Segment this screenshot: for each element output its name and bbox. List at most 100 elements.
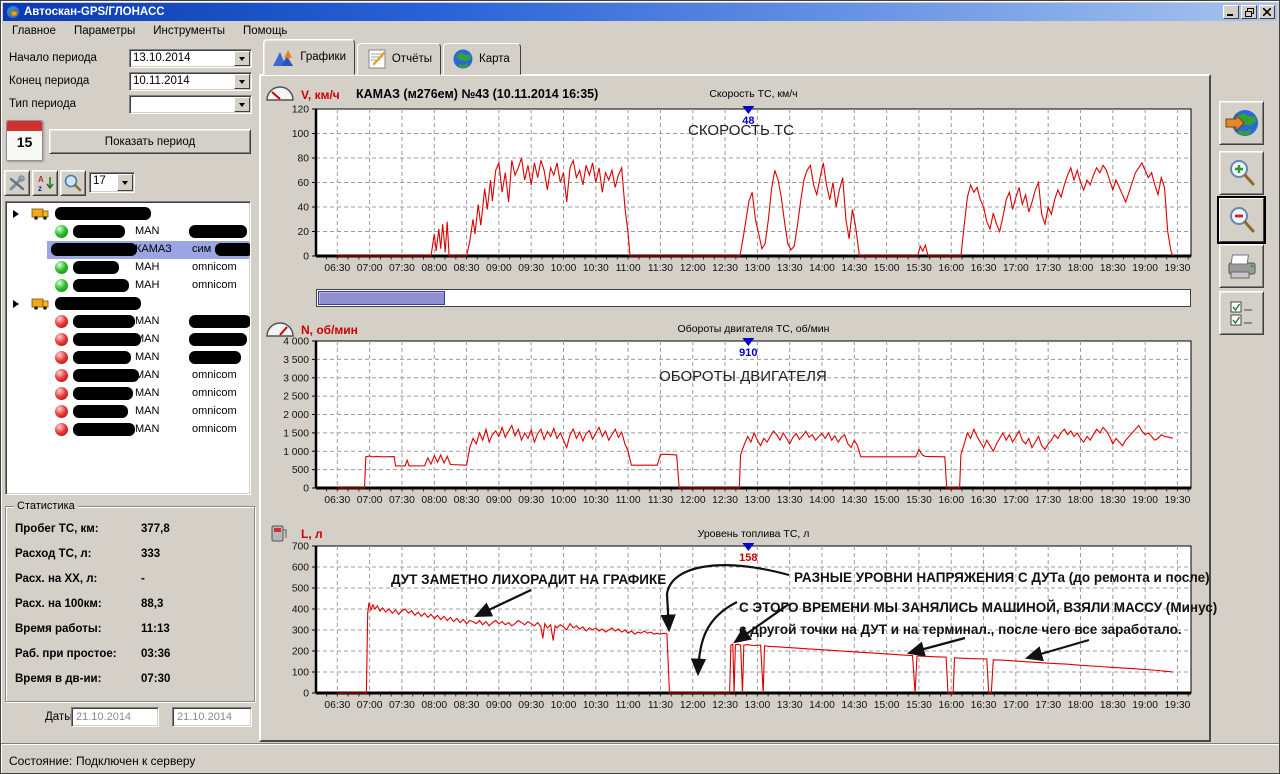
x-axis-label: 09:30: [518, 700, 544, 711]
vehicle-row[interactable]: МАНomnicom: [7, 259, 249, 277]
x-axis-label: 09:30: [518, 495, 544, 506]
x-axis-label: 17:00: [1003, 495, 1029, 506]
vehicle-terminal: сим: [192, 243, 211, 255]
expand-arrow-icon[interactable]: [13, 300, 23, 308]
chart-horizontal-scrollbar[interactable]: [316, 289, 1191, 307]
fuel-chart-label: Уровень топлива ТС, л: [316, 528, 1191, 540]
x-axis-label: 10:00: [551, 263, 577, 274]
zoom-out-button[interactable]: [1219, 198, 1264, 242]
vehicle-row[interactable]: MAN: [7, 223, 249, 241]
menu-tools[interactable]: Инструменты: [144, 23, 234, 39]
tab-charts[interactable]: Графики: [263, 39, 355, 75]
redacted-vehicle-name: [73, 351, 131, 364]
x-axis-label: 18:00: [1068, 495, 1094, 506]
redacted-vehicle-name: [73, 369, 139, 382]
vehicle-row[interactable]: MANomnicom: [7, 367, 249, 385]
vehicle-row[interactable]: MAN: [7, 349, 249, 367]
redacted-vehicle-name: [73, 225, 125, 238]
vehicle-terminal: omnicom: [192, 279, 237, 291]
x-axis-label: 11:30: [648, 495, 673, 506]
x-axis-label: 19:00: [1132, 495, 1158, 506]
x-axis-label: 16:00: [938, 495, 964, 506]
vehicle-model: КАМАЗ: [135, 243, 172, 255]
sort-az-icon: A z: [35, 173, 55, 193]
x-axis-label: 14:00: [809, 263, 835, 274]
restore-button[interactable]: [1241, 5, 1257, 19]
y-axis-label: 300: [292, 626, 309, 637]
x-axis-label: 08:00: [421, 263, 447, 274]
tab-reports[interactable]: Отчёты: [357, 43, 441, 75]
x-axis-label: 12:00: [680, 263, 706, 274]
vehicle-row[interactable]: MAN: [7, 313, 249, 331]
redacted-vehicle-name: [73, 279, 129, 292]
sort-az-button[interactable]: A z: [32, 170, 58, 196]
report-icon: [366, 48, 387, 70]
x-axis-label: 11:30: [648, 263, 673, 274]
font-size-combo[interactable]: 17: [89, 172, 135, 193]
expand-arrow-icon[interactable]: [13, 210, 23, 218]
chevron-down-icon: [234, 51, 250, 66]
vehicle-row[interactable]: MANomnicom: [7, 403, 249, 421]
menu-help[interactable]: Помощь: [234, 23, 296, 39]
x-axis-label: 16:30: [971, 700, 997, 711]
status-value: Подключен к серверу: [76, 754, 195, 768]
stat-fuel-used-label: Расход ТС, л:: [15, 548, 92, 560]
x-axis-label: 14:30: [841, 263, 867, 274]
scrollbar-thumb[interactable]: [318, 291, 445, 305]
x-axis-label: 17:00: [1003, 700, 1029, 711]
statistics-title: Статистика: [14, 500, 78, 512]
x-axis-label: 07:30: [389, 495, 415, 506]
redacted-group-name: [55, 207, 151, 220]
date-to-field[interactable]: 21.10.2014: [172, 707, 252, 727]
menu-parameters[interactable]: Параметры: [65, 23, 144, 39]
x-axis-label: 06:30: [324, 263, 350, 274]
date-from-field[interactable]: 21.10.2014: [71, 707, 159, 727]
status-red-icon: [55, 387, 68, 400]
vehicle-row[interactable]: МАНomnicom: [7, 277, 249, 295]
report-options-button[interactable]: [1219, 291, 1264, 335]
minimize-button[interactable]: [1223, 5, 1239, 19]
y-axis-label: 1 000: [283, 447, 309, 458]
y-axis-label: 0: [303, 689, 309, 700]
period-start-combo[interactable]: 13.10.2014: [129, 49, 252, 68]
period-type-combo[interactable]: [129, 95, 252, 114]
x-axis-label: 07:00: [357, 263, 383, 274]
vehicle-model: MAN: [135, 225, 159, 237]
vehicle-row[interactable]: MANomnicom: [7, 421, 249, 439]
tachometer-icon: [265, 321, 295, 338]
period-end-combo[interactable]: 10.11.2014: [129, 72, 252, 91]
print-button[interactable]: [1219, 244, 1264, 288]
vehicle-row[interactable]: MANomnicom: [7, 385, 249, 403]
redacted-terminal: [189, 315, 251, 328]
x-axis-label: 12:30: [712, 700, 738, 711]
search-icon: [63, 173, 83, 193]
menu-main[interactable]: Главное: [3, 23, 65, 39]
settings-tools-button[interactable]: [4, 170, 30, 196]
tab-map[interactable]: Карта: [443, 43, 521, 75]
x-axis-label: 13:30: [777, 263, 803, 274]
x-axis-label: 18:30: [1100, 263, 1126, 274]
tree-group-row[interactable]: [7, 205, 249, 223]
x-axis-label: 17:30: [1035, 263, 1061, 274]
x-axis-label: 13:30: [777, 495, 803, 506]
vehicle-row[interactable]: КАМАЗ сим: [7, 241, 249, 259]
x-axis-label: 10:00: [551, 700, 577, 711]
x-axis-label: 12:30: [712, 263, 738, 274]
tree-group-row[interactable]: [7, 295, 249, 313]
open-map-button[interactable]: [1219, 101, 1264, 145]
x-axis-label: 10:30: [583, 495, 609, 506]
x-axis-label: 14:00: [809, 700, 835, 711]
show-period-button[interactable]: Показать период: [49, 129, 251, 154]
zoom-in-button[interactable]: [1219, 151, 1264, 195]
vehicle-row[interactable]: MAN: [7, 331, 249, 349]
close-button[interactable]: [1259, 5, 1275, 19]
checklist-icon: [1227, 298, 1257, 328]
search-button[interactable]: [60, 170, 86, 196]
vehicle-terminal: omnicom: [192, 423, 237, 435]
chart-watermark: ОБОРОТЫ ДВИГАТЕЛЯ: [659, 368, 827, 385]
x-axis-label: 14:30: [841, 700, 867, 711]
vehicle-tree: MANКАМАЗсимМАНomnicomМАНomnicomMANMANMAN…: [5, 201, 251, 495]
vehicle-terminal: omnicom: [192, 387, 237, 399]
x-axis-label: 09:00: [486, 700, 512, 711]
y-axis-label: 500: [292, 584, 309, 595]
